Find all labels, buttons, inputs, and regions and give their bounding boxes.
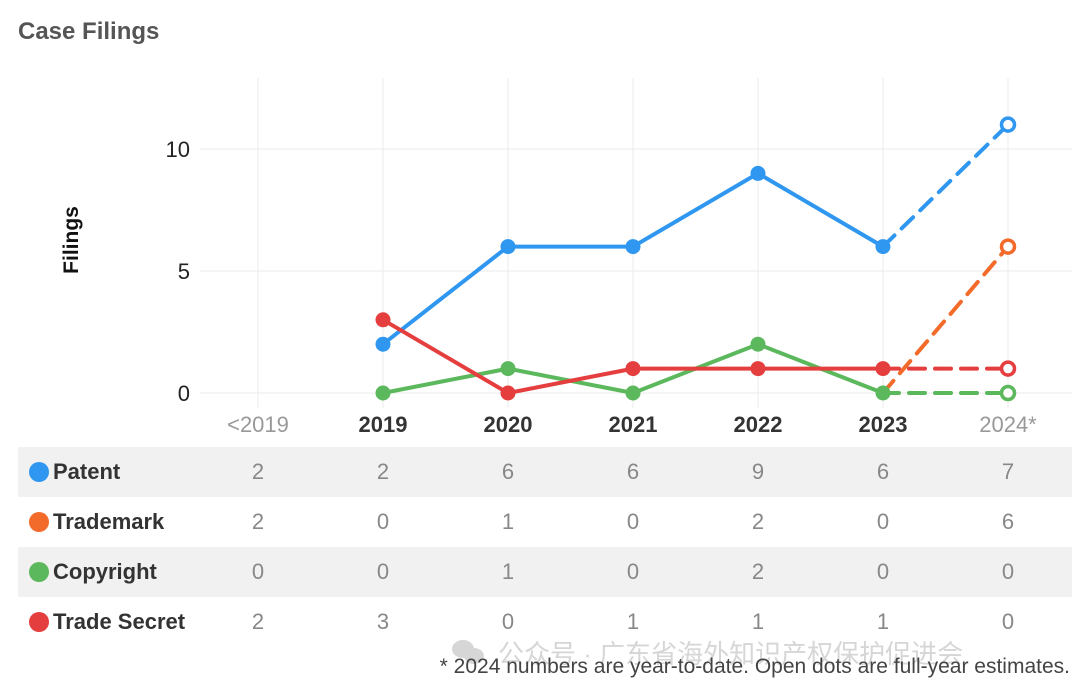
series-line-segment: [381, 317, 510, 395]
table-cell: 6: [626, 459, 640, 484]
y-axis-label: Filings: [60, 206, 83, 274]
series-line-segment: [881, 122, 1010, 249]
series-line-segment: [381, 366, 510, 395]
table-cell: 0: [376, 559, 390, 584]
data-point: [750, 336, 766, 352]
y-tick-label: 5: [178, 259, 190, 284]
series-line-segment: [881, 244, 1010, 395]
data-point: [625, 361, 641, 377]
table-cell: 6: [876, 459, 890, 484]
legend-dot: [29, 512, 49, 532]
legend-label: Trade Secret: [53, 609, 186, 634]
table-cell: 2: [251, 609, 265, 634]
table-row: Trade Secret 2 3 0 1 1 1 0: [18, 597, 1072, 647]
data-point: [875, 385, 891, 401]
data-point: [875, 239, 891, 255]
table-cell: 2: [376, 459, 390, 484]
x-tick-label: 2021: [609, 412, 658, 437]
table-cell: 1: [751, 609, 765, 634]
table-cell: 2: [751, 559, 765, 584]
data-point: [500, 239, 516, 255]
data-point: [750, 361, 766, 377]
y-tick-label: 10: [166, 137, 190, 162]
legend-label: Trademark: [53, 509, 165, 534]
wechat-icon: [452, 639, 486, 666]
series-line-segment: [631, 171, 760, 249]
table-cell: 0: [626, 509, 640, 534]
data-table: Patent 2 2 6 6 9 6 7 Trademark 2 0 1 0 2 0 6 Copyright 0 0…: [18, 447, 1072, 647]
x-axis-ticks: <2019 2019 2020 2021 2022 2023 2024*: [227, 412, 1037, 437]
table-cell: 1: [501, 559, 515, 584]
data-point: [500, 361, 516, 377]
series-line-segment: [381, 244, 510, 347]
data-point: [500, 385, 516, 401]
table-cell: 2: [751, 509, 765, 534]
data-point: [625, 385, 641, 401]
table-cell: 0: [376, 509, 390, 534]
table-cell: 0: [1001, 609, 1015, 634]
x-tick-label: 2023: [859, 412, 908, 437]
data-point: [625, 239, 641, 255]
estimate-point: [999, 360, 1017, 377]
table-cell: 0: [501, 609, 515, 634]
horizontal-gridlines: [200, 148, 1072, 394]
table-cell: 6: [1001, 509, 1015, 534]
table-cell: 1: [626, 609, 640, 634]
x-tick-label: <2019: [227, 412, 289, 437]
x-tick-label: 2019: [359, 412, 408, 437]
legend-label: Copyright: [53, 559, 157, 584]
x-tick-label: 2022: [734, 412, 783, 437]
table-cell: 2: [251, 509, 265, 534]
y-tick-label: 0: [178, 381, 190, 406]
table-cell: 2: [251, 459, 265, 484]
table-cell: 3: [376, 609, 390, 634]
footnote: * 2024 numbers are year-to-date. Open do…: [439, 655, 1070, 678]
legend-label: Patent: [53, 459, 121, 484]
estimate-point: [999, 384, 1017, 402]
series-lines: [381, 122, 1010, 395]
data-point: [375, 336, 391, 352]
table-cell: 0: [626, 559, 640, 584]
data-point: [375, 385, 391, 401]
y-axis-ticks: 0 5 10: [166, 137, 190, 406]
watermark-text: 公众号 · 广东省海外知识产权保护促进会: [498, 639, 964, 669]
legend-dot: [29, 562, 49, 582]
line-chart: 0 5 10 <2019 2019 2020 2021 2022 2023 2024*: [166, 78, 1072, 437]
table-cell: 0: [876, 559, 890, 584]
legend-dot: [29, 462, 49, 482]
table-cell: 1: [501, 509, 515, 534]
data-point: [375, 312, 391, 328]
table-cell: 0: [1001, 559, 1015, 584]
table-cell: 0: [251, 559, 265, 584]
legend-dot: [29, 612, 49, 632]
watermark: 公众号 · 广东省海外知识产权保护促进会: [452, 634, 963, 671]
table-row: Patent 2 2 6 6 9 6 7: [18, 447, 1072, 497]
table-cell: 0: [876, 509, 890, 534]
x-tick-label: 2024*: [979, 412, 1037, 437]
estimate-point: [999, 116, 1017, 133]
series-line-segment: [506, 366, 635, 395]
table-cell: 9: [751, 459, 765, 484]
series-line-segment: [756, 171, 885, 249]
series-points: [375, 116, 1017, 402]
data-point: [750, 165, 766, 181]
table-row: Copyright 0 0 1 0 2 0 0: [18, 547, 1072, 597]
table-cell: 1: [876, 609, 890, 634]
table-row: Trademark 2 0 1 0 2 0 6: [18, 497, 1072, 547]
estimate-point: [999, 238, 1017, 255]
chart-title: Case Filings: [18, 18, 160, 45]
table-cell: 6: [501, 459, 515, 484]
table-cell: 7: [1001, 459, 1015, 484]
x-tick-label: 2020: [484, 412, 533, 437]
data-point: [875, 361, 891, 377]
